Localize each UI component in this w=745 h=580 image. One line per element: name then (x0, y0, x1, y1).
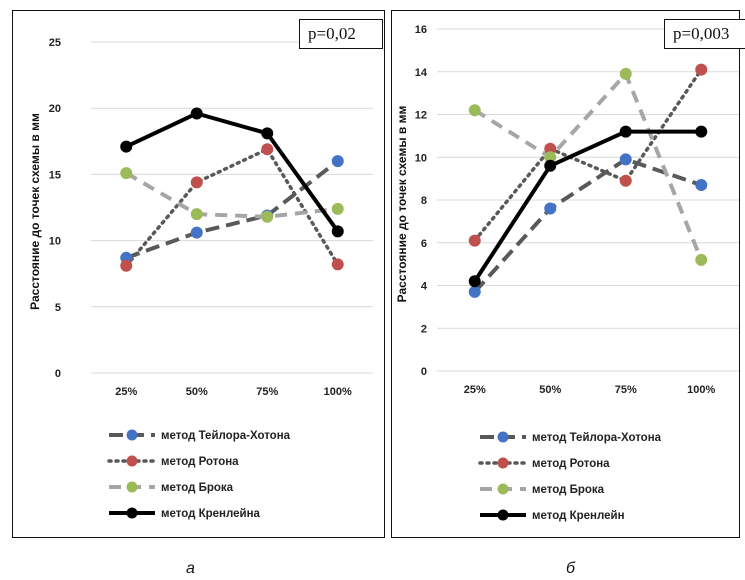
data-point (468, 275, 481, 288)
data-point (190, 107, 203, 120)
legend-label: метод Ротона (532, 458, 610, 470)
x-tick-label: 50% (186, 386, 208, 398)
chart-a-svg: 0 5 10 15 20 25 25% 50% 75% 100% Расстояние до точ… (28, 37, 373, 520)
legend-label: метод Ротона (161, 456, 239, 468)
data-point (331, 225, 344, 238)
data-point (331, 155, 344, 168)
legend-label: метод Тейлора-Хотона (161, 430, 291, 442)
legend-marker (497, 483, 509, 495)
y-tick-label: 10 (415, 152, 427, 164)
data-point (261, 127, 274, 140)
y-axis-label: Расстояние до точек схемы в мм (395, 106, 409, 303)
legend-label: метод Брока (161, 482, 234, 494)
p-value-box: p=0,003 (664, 19, 745, 49)
data-point (261, 210, 274, 223)
series-line (124, 147, 340, 268)
panel-caption-a: а (186, 560, 195, 577)
data-point (120, 259, 133, 272)
data-point (695, 179, 708, 192)
y-tick-label: 15 (49, 169, 61, 181)
legend-marker (497, 509, 509, 521)
legend-label: метод Брока (532, 484, 605, 496)
y-tick-label: 16 (415, 24, 427, 36)
data-point (544, 159, 557, 172)
legend-label: метод Кренлейн (532, 510, 625, 522)
y-tick-label: 20 (49, 103, 61, 115)
data-point (468, 104, 481, 117)
y-axis-label: Расстояние до точек схемы в мм (28, 113, 42, 310)
data-point (261, 143, 274, 156)
data-point (468, 234, 481, 247)
data-point (331, 258, 344, 271)
legend-marker (126, 507, 138, 519)
y-tick-label: 10 (49, 236, 61, 248)
data-point (695, 63, 708, 76)
data-point (619, 153, 632, 166)
series-line (125, 159, 339, 260)
y-tick-label: 0 (55, 368, 61, 380)
series-line (473, 71, 704, 261)
data-point (695, 253, 708, 266)
series-line (473, 67, 703, 243)
legend-marker (126, 481, 138, 493)
chart-panel-b: 0 2 4 6 8 10 12 14 16 25% 50% 75% 100% Расстояние до … (391, 10, 745, 538)
legend-marker (497, 431, 509, 443)
series-line (125, 111, 340, 233)
panel-caption-b: б (566, 560, 575, 577)
data-point (190, 208, 203, 221)
y-tick-label: 4 (421, 281, 428, 293)
x-tick-label: 25% (464, 384, 486, 396)
y-tick-label: 25 (49, 37, 61, 49)
series-line (473, 129, 702, 283)
legend-marker (126, 429, 138, 441)
data-point (695, 125, 708, 138)
data-point (544, 202, 557, 215)
legend-label: метод Кренлейна (161, 508, 261, 520)
data-point (468, 285, 481, 298)
data-point (619, 174, 632, 187)
chart-b-svg: 0 2 4 6 8 10 12 14 16 25% 50% 75% 100% Расстояние до … (395, 24, 739, 522)
data-point (619, 67, 632, 80)
x-tick-label: 100% (687, 384, 715, 396)
series-line (473, 157, 702, 294)
data-point (120, 140, 133, 153)
y-tick-label: 0 (421, 366, 427, 378)
x-tick-label: 25% (115, 386, 137, 398)
data-point (120, 167, 133, 180)
x-tick-label: 75% (256, 386, 278, 398)
data-point (190, 226, 203, 239)
data-point (190, 176, 203, 189)
x-tick-label: 50% (539, 384, 561, 396)
data-point (619, 125, 632, 138)
x-tick-label: 75% (615, 384, 637, 396)
chart-panel-a: 0 5 10 15 20 25 25% 50% 75% 100% Расстояние до точ… (12, 10, 385, 538)
p-value-box: p=0,02 (299, 19, 383, 49)
x-tick-label: 100% (324, 386, 352, 398)
legend-marker (126, 455, 138, 467)
y-tick-label: 6 (421, 238, 427, 250)
y-tick-label: 12 (415, 110, 427, 122)
y-tick-label: 8 (421, 195, 427, 207)
series-line (125, 171, 338, 219)
y-tick-label: 5 (55, 302, 61, 314)
y-tick-label: 14 (415, 67, 428, 79)
data-point (331, 202, 344, 215)
y-tick-label: 2 (421, 323, 427, 335)
legend-marker (497, 457, 509, 469)
legend-label: метод Тейлора-Хотона (532, 432, 662, 444)
